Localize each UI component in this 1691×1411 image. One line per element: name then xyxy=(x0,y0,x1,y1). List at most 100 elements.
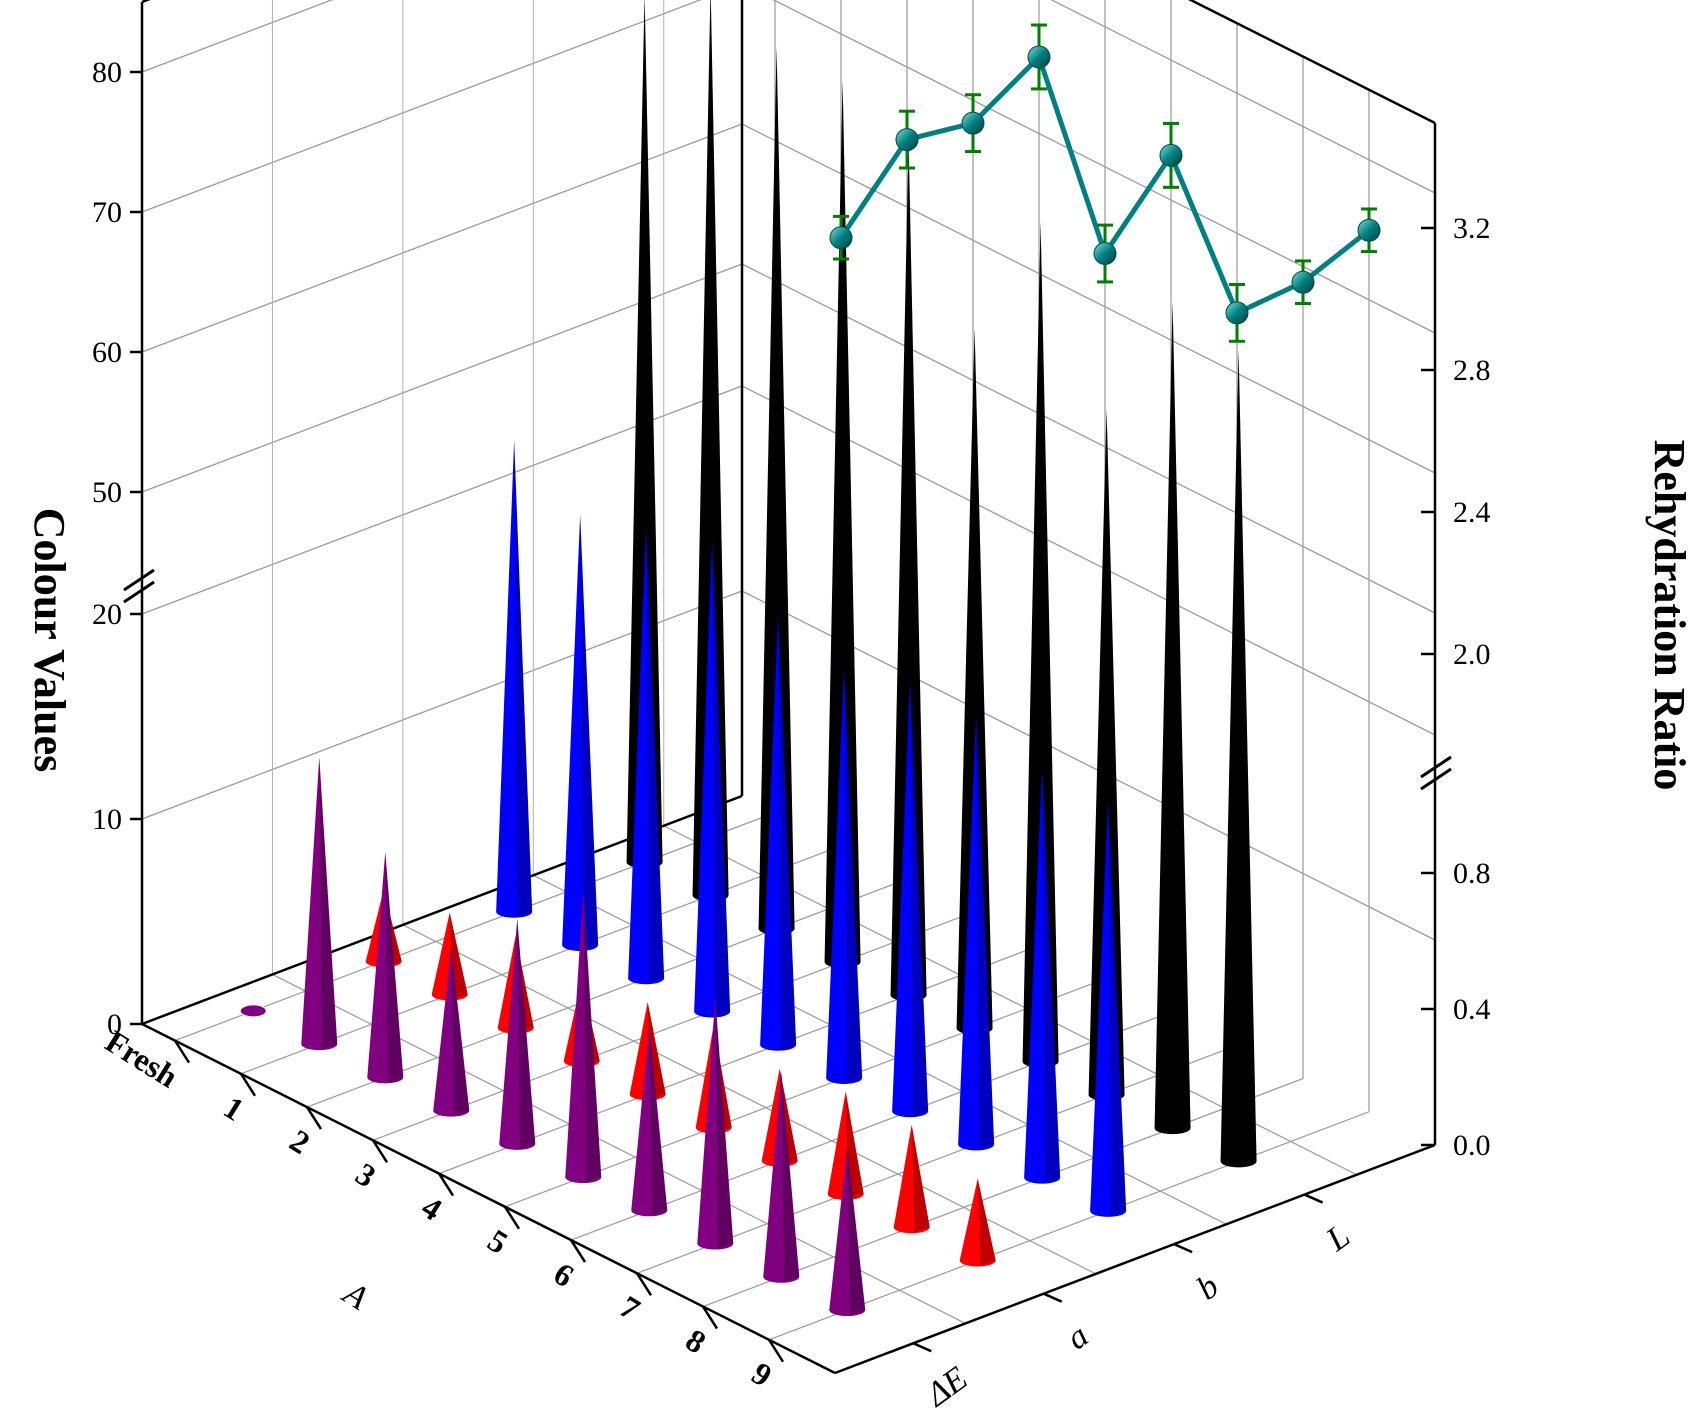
cone-body xyxy=(1022,221,1059,1068)
x-tick xyxy=(305,1106,323,1130)
cone-shade xyxy=(517,918,536,1149)
cone-body xyxy=(562,514,599,951)
cone-body xyxy=(431,912,468,1001)
cone-shade xyxy=(712,539,731,1017)
cone-body xyxy=(367,851,404,1084)
cone-body xyxy=(890,141,927,1002)
line-point-6 xyxy=(1225,301,1249,325)
cone-body xyxy=(628,527,665,985)
cone-body xyxy=(763,1071,800,1283)
x-tick-label: 5 xyxy=(482,1222,515,1261)
x-tick xyxy=(173,1039,191,1064)
cone-shade xyxy=(451,946,470,1116)
cone-shade xyxy=(385,851,404,1083)
cones xyxy=(239,0,1257,1317)
rehydration-line xyxy=(829,23,1381,343)
cone-shade xyxy=(778,614,797,1050)
x-tick-label: Fresh xyxy=(99,1023,184,1095)
x-tick-label: 2 xyxy=(284,1122,317,1161)
cone-7-0 xyxy=(697,997,734,1250)
axis-labels: Colour Values Rehydration Ratio A 0 10 20 5… xyxy=(25,56,1691,1411)
cone-shade xyxy=(1042,767,1061,1183)
cone-body xyxy=(697,997,734,1250)
left-tick-label: 70 xyxy=(92,196,122,229)
x-tick xyxy=(239,1073,257,1097)
cone-7-2 xyxy=(958,713,995,1151)
series-tick xyxy=(912,1342,932,1353)
gridline xyxy=(174,0,776,1042)
cone-6-0 xyxy=(631,1025,668,1217)
x-tick-label: 9 xyxy=(746,1355,779,1394)
gridline xyxy=(768,89,1370,1341)
cone-3-0 xyxy=(433,946,470,1117)
right-tick-label: 2.0 xyxy=(1453,638,1491,671)
cone-body xyxy=(829,1146,866,1317)
gridline xyxy=(306,0,908,1108)
x-tick-label: 4 xyxy=(416,1188,449,1227)
right-tick-label: 3.2 xyxy=(1453,212,1491,245)
cone-2-0 xyxy=(367,851,404,1084)
cone-body xyxy=(892,680,929,1118)
cone-shade xyxy=(514,440,533,917)
cone-shade xyxy=(976,713,995,1150)
line-point-4 xyxy=(1093,242,1117,266)
x-tick-label: 7 xyxy=(614,1288,647,1327)
cone-shade xyxy=(911,1124,930,1233)
gridline xyxy=(141,0,1436,194)
series-tick xyxy=(1173,1242,1193,1254)
right-axis-title: Rehydration Ratio xyxy=(1645,440,1691,791)
series-label-1: a xyxy=(1060,1317,1096,1357)
line-point-7 xyxy=(1291,270,1315,294)
cone-4-0 xyxy=(499,918,536,1150)
cone-body xyxy=(1024,767,1061,1184)
cone-8-3 xyxy=(1154,302,1191,1135)
cone-9-1 xyxy=(959,1178,996,1267)
axis-line xyxy=(1187,0,1436,125)
left-axis-title: Colour Values xyxy=(25,508,74,773)
cone-body xyxy=(694,539,731,1018)
cone-7-1 xyxy=(827,1091,864,1200)
right-tick-label: 0.8 xyxy=(1453,857,1491,890)
cone-body xyxy=(626,0,663,869)
cone-0-0 xyxy=(239,1004,267,1018)
cone-body xyxy=(1090,800,1127,1217)
cone-body xyxy=(758,46,795,935)
gridline xyxy=(240,0,842,1075)
cone-1-2 xyxy=(562,514,599,951)
right-tick-label: 2.8 xyxy=(1453,354,1491,387)
left-tick-label: 0 xyxy=(107,1008,122,1041)
cone-body xyxy=(893,1124,930,1234)
cone-shade xyxy=(715,997,734,1249)
gridline xyxy=(141,123,1436,474)
cone-8-0 xyxy=(763,1071,800,1283)
series-label-2: b xyxy=(1190,1268,1226,1308)
cone-shade xyxy=(1108,800,1127,1216)
line-point-5 xyxy=(1159,143,1183,167)
cone-body xyxy=(826,667,863,1084)
cone-body xyxy=(301,757,338,1051)
cone-8-1 xyxy=(893,1124,930,1234)
right-tick-label: 0.4 xyxy=(1453,993,1491,1026)
gridline xyxy=(141,0,1436,334)
left-tick-label: 50 xyxy=(92,476,122,509)
cone-shade xyxy=(1172,302,1191,1134)
x-tick xyxy=(569,1239,587,1263)
x-tick xyxy=(503,1206,521,1230)
cone-body xyxy=(433,946,470,1117)
left-tick-label: 80 xyxy=(92,56,122,89)
cone-body xyxy=(692,0,729,902)
line-point-8 xyxy=(1357,218,1381,242)
gridline xyxy=(504,0,1106,1208)
axis-line xyxy=(141,1022,836,1375)
gridline xyxy=(834,123,1436,1374)
axis-break xyxy=(123,580,155,604)
series-tick xyxy=(1304,1193,1324,1204)
x-tick-label: 1 xyxy=(218,1089,251,1128)
axis-break xyxy=(1420,755,1452,779)
left-tick-label: 60 xyxy=(92,336,122,369)
x-tick xyxy=(371,1139,389,1164)
cone-shade xyxy=(781,1071,800,1282)
cone-9-0 xyxy=(829,1146,866,1317)
cone-2-2 xyxy=(628,527,665,985)
